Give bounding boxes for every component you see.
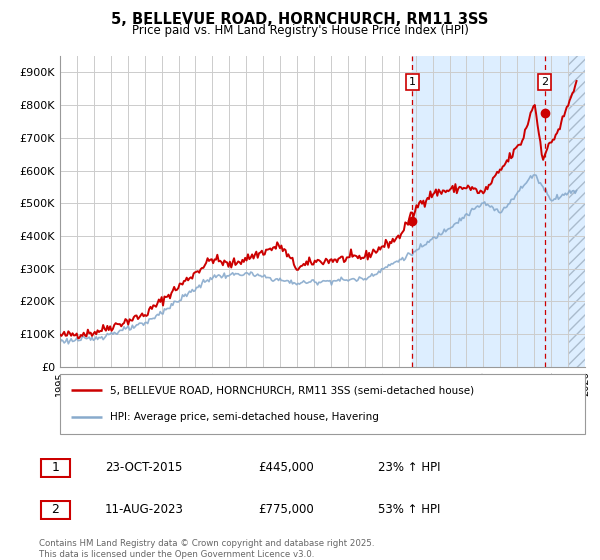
Text: HPI: Average price, semi-detached house, Havering: HPI: Average price, semi-detached house,… bbox=[110, 412, 379, 422]
Text: 5, BELLEVUE ROAD, HORNCHURCH, RM11 3SS: 5, BELLEVUE ROAD, HORNCHURCH, RM11 3SS bbox=[112, 12, 488, 27]
Text: 2: 2 bbox=[52, 503, 59, 516]
Text: 1: 1 bbox=[409, 77, 416, 87]
Text: £445,000: £445,000 bbox=[258, 461, 314, 474]
Text: 23% ↑ HPI: 23% ↑ HPI bbox=[378, 461, 440, 474]
Text: Price paid vs. HM Land Registry's House Price Index (HPI): Price paid vs. HM Land Registry's House … bbox=[131, 24, 469, 37]
Bar bbox=[568, 56, 585, 367]
Text: 5, BELLEVUE ROAD, HORNCHURCH, RM11 3SS (semi-detached house): 5, BELLEVUE ROAD, HORNCHURCH, RM11 3SS (… bbox=[110, 385, 474, 395]
Text: £775,000: £775,000 bbox=[258, 503, 314, 516]
Text: 11-AUG-2023: 11-AUG-2023 bbox=[105, 503, 184, 516]
Text: 1: 1 bbox=[52, 461, 59, 474]
Bar bbox=[412, 56, 585, 367]
Text: 53% ↑ HPI: 53% ↑ HPI bbox=[378, 503, 440, 516]
Text: Contains HM Land Registry data © Crown copyright and database right 2025.
This d: Contains HM Land Registry data © Crown c… bbox=[39, 539, 374, 559]
Text: 2: 2 bbox=[541, 77, 548, 87]
Text: 23-OCT-2015: 23-OCT-2015 bbox=[105, 461, 182, 474]
